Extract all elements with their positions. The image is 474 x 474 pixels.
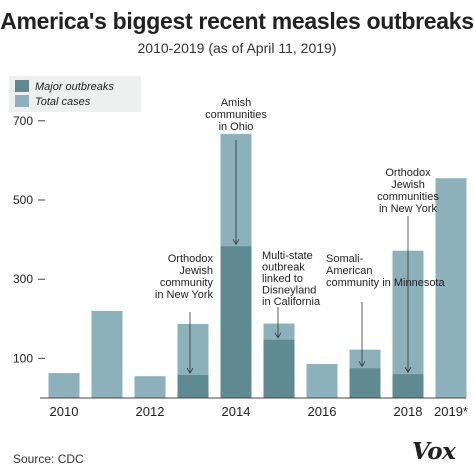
annotation-2013: Orthodox Jewish community in New York: [155, 253, 214, 301]
chart-subtitle: 2010-2019 (as of April 11, 2019): [137, 40, 337, 56]
bar-total-2019: [435, 178, 467, 398]
x-tick-label: 2012: [136, 404, 165, 419]
x-tick-label: 2018: [394, 404, 423, 419]
annotations: Orthodox Jewish community in New York Amish c…: [155, 97, 445, 374]
y-tick-label: 300: [13, 272, 33, 286]
y-axis: 100 300 500 700: [13, 114, 45, 365]
bars: [48, 133, 467, 399]
annotation-arrowhead-2014: [232, 239, 240, 246]
annotation-2015: Multi-state outbreak linked to Disneyland in…: [262, 250, 321, 308]
bar-total-2011: [91, 310, 123, 398]
y-tick-label: 100: [13, 351, 33, 365]
bar-major-2017: [349, 368, 381, 398]
chart-title: America's biggest recent measles outbrea…: [0, 8, 474, 34]
bar-major-2015: [263, 339, 295, 398]
annotation-arrowhead-2013: [186, 367, 194, 374]
legend-swatch-major: [15, 80, 29, 92]
bar-major-2018: [392, 374, 424, 398]
vox-logo: Vox: [412, 438, 456, 465]
legend-label-total: Total cases: [35, 96, 91, 108]
source-note: Source: CDC: [13, 452, 84, 466]
bar-total-2016: [306, 363, 338, 398]
legend-box: [9, 76, 141, 112]
annotation-2017: Somali-American community in Minnesota: [326, 253, 445, 289]
annotation-2018: Orthodox Jewish communities in New York: [377, 167, 439, 215]
chart-legend: Major outbreaks Total cases: [9, 76, 141, 112]
x-tick-label: 2019*: [434, 404, 468, 419]
bar-major-2014: [220, 246, 252, 398]
y-tick-label: 500: [13, 193, 33, 207]
x-tick-label: 2010: [50, 404, 79, 419]
legend-label-major: Major outbreaks: [35, 81, 114, 93]
x-tick-label: 2014: [222, 404, 251, 419]
annotation-arrowhead-2018: [404, 367, 412, 374]
bar-major-2013: [177, 375, 209, 398]
y-tick-label: 700: [13, 114, 33, 128]
x-tick-label: 2016: [308, 404, 337, 419]
annotation-arrowhead-2015: [274, 332, 282, 339]
legend-swatch-total: [15, 95, 29, 107]
annotation-2014: Amish communities in Ohio: [205, 97, 267, 133]
bar-total-2010: [48, 373, 80, 398]
annotation-arrowhead-2017: [358, 361, 366, 368]
bar-total-2012: [134, 376, 166, 398]
x-axis: 2010 2012 2014 2016 2018 2019*: [50, 404, 468, 419]
